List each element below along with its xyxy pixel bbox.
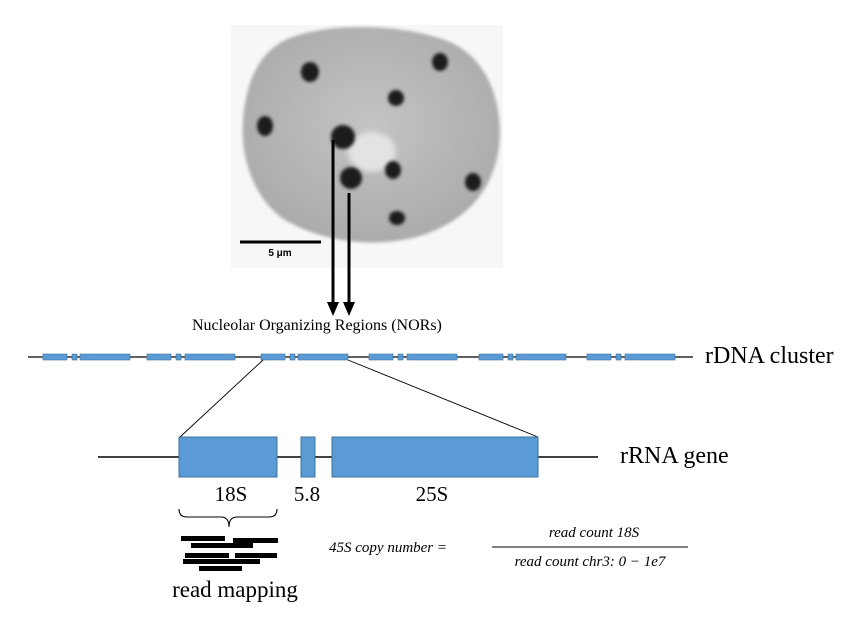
read bbox=[191, 543, 253, 548]
chromocenter bbox=[388, 90, 404, 106]
rdna-repeat-unit bbox=[184, 353, 236, 361]
rdna-repeat-unit bbox=[368, 353, 394, 361]
chromocenters bbox=[257, 53, 481, 225]
nucleolus bbox=[348, 132, 396, 172]
rdna-repeat-unit bbox=[260, 353, 286, 361]
micrograph: 5 μm bbox=[231, 25, 503, 268]
nor-arrows bbox=[327, 140, 355, 316]
nor-label: Nucleolar Organizing Regions (NORs) bbox=[192, 317, 442, 334]
zoom-line-left bbox=[179, 359, 264, 438]
rdna-repeat-unit bbox=[79, 353, 131, 361]
scale-bar-label: 5 μm bbox=[268, 248, 291, 259]
rdna-repeat-unit bbox=[175, 353, 182, 361]
arrow-head bbox=[343, 302, 355, 316]
read bbox=[185, 553, 229, 558]
read bbox=[183, 559, 260, 564]
zoom-line-right bbox=[347, 359, 539, 438]
rdna-repeat-unit bbox=[615, 353, 622, 361]
rdna-repeat-unit bbox=[624, 353, 676, 361]
rdna-repeat-unit bbox=[42, 353, 68, 361]
rrna-gene: 18S 5.8 25S rRNA gene bbox=[98, 436, 729, 506]
rdna-repeat-unit bbox=[289, 353, 296, 361]
zoom-lines bbox=[179, 359, 539, 438]
rdna-repeat-unit bbox=[478, 353, 504, 361]
formula-denominator: read count chr3: 0 − 1e7 bbox=[515, 554, 667, 570]
segment-5-8s-label: 5.8 bbox=[294, 482, 320, 506]
read bbox=[233, 538, 278, 543]
rdna-repeat-unit bbox=[297, 353, 349, 361]
chromocenter bbox=[340, 167, 362, 189]
read-mapping-group: read mapping bbox=[172, 508, 298, 602]
rdna-cluster: rDNA cluster bbox=[28, 343, 834, 369]
segment-25s-label: 25S bbox=[416, 482, 449, 506]
rdna-repeat-unit bbox=[586, 353, 612, 361]
segment-18s bbox=[178, 436, 278, 478]
read bbox=[235, 553, 277, 558]
chromocenter bbox=[301, 62, 319, 82]
rdna-repeat-unit bbox=[507, 353, 514, 361]
rdna-repeat-unit bbox=[397, 353, 404, 361]
rdna-repeat-unit bbox=[146, 353, 172, 361]
segment-18s-label: 18S bbox=[215, 482, 248, 506]
mapped-reads bbox=[181, 536, 278, 571]
formula-numerator: read count 18S bbox=[549, 525, 640, 541]
chromocenter bbox=[465, 173, 481, 191]
chromocenter bbox=[385, 161, 401, 179]
rdna-cluster-label: rDNA cluster bbox=[705, 343, 834, 369]
chromocenter bbox=[257, 116, 273, 136]
rdna-repeat-unit bbox=[71, 353, 78, 361]
brace bbox=[178, 508, 278, 528]
rdna-repeat-unit bbox=[406, 353, 458, 361]
read bbox=[181, 536, 225, 541]
segment-25s bbox=[331, 436, 539, 478]
copy-number-formula: 45S copy number = read count 18S read co… bbox=[329, 525, 688, 570]
rdna-repeat-unit bbox=[515, 353, 567, 361]
chromocenter bbox=[432, 53, 448, 71]
chromocenter bbox=[331, 125, 355, 149]
formula-lhs: 45S copy number = bbox=[329, 540, 447, 556]
read bbox=[199, 566, 242, 571]
read-mapping-label: read mapping bbox=[172, 577, 298, 602]
chromocenter bbox=[389, 211, 405, 225]
segment-5-8s bbox=[300, 436, 316, 478]
arrow-head bbox=[327, 302, 339, 316]
rdna-repeats bbox=[42, 353, 676, 361]
rrna-gene-label: rRNA gene bbox=[620, 443, 729, 469]
